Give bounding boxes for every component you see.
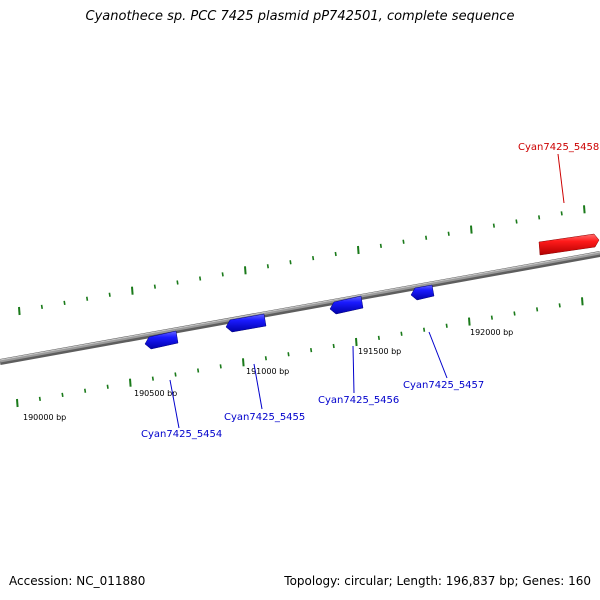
minor-tick	[515, 219, 518, 224]
gene-label-cyan7425-5454[interactable]: Cyan7425_5454	[141, 429, 222, 440]
tick-label-190000: 190000 bp	[23, 413, 66, 422]
minor-tick	[153, 284, 156, 289]
minor-tick	[174, 372, 177, 377]
minor-tick	[84, 388, 87, 393]
minor-tick	[334, 251, 337, 257]
minor-tick	[289, 260, 292, 265]
tick-label-190500: 190500 bp	[134, 389, 177, 398]
minor-tick	[400, 331, 403, 336]
gene-block-cyan7425-5455[interactable]	[225, 313, 267, 333]
minor-tick	[423, 327, 426, 332]
minor-tick	[61, 392, 64, 398]
minor-tick	[402, 239, 405, 244]
leader-line-5458	[557, 153, 565, 204]
leader-line-5455	[253, 363, 263, 410]
minor-tick	[221, 272, 224, 277]
minor-tick	[197, 368, 200, 373]
gene-block-cyan7425-5454[interactable]	[144, 330, 179, 350]
leader-line-5456	[352, 345, 355, 394]
minor-tick	[151, 376, 154, 381]
leader-line-5454	[169, 379, 180, 429]
major-tick	[581, 297, 584, 306]
minor-tick	[560, 211, 563, 216]
minor-tick	[492, 223, 495, 228]
minor-tick	[287, 352, 290, 357]
minor-tick	[40, 304, 43, 310]
minor-tick	[219, 364, 222, 369]
minor-tick	[264, 356, 267, 361]
plasmid-backbone	[0, 251, 600, 365]
gene-block-cyan7425-5457[interactable]	[410, 284, 435, 301]
minor-tick	[106, 384, 109, 389]
minor-tick	[425, 235, 428, 240]
minor-tick	[536, 307, 539, 312]
major-tick	[468, 317, 471, 326]
minor-tick	[558, 303, 561, 308]
minor-tick	[63, 300, 66, 306]
accession-text: Accession: NC_011880	[9, 574, 146, 588]
outer-tick-track	[18, 205, 586, 316]
gene-label-cyan7425-5457[interactable]: Cyan7425_5457	[403, 380, 484, 391]
minor-tick	[176, 280, 179, 285]
minor-tick	[538, 215, 541, 220]
minor-tick	[86, 296, 89, 301]
gene-label-cyan7425-5456[interactable]: Cyan7425_5456	[318, 395, 399, 406]
topology-text: Topology: circular; Length: 196,837 bp; …	[284, 574, 591, 588]
minor-tick	[445, 323, 448, 328]
major-tick	[583, 205, 586, 214]
gene-label-cyan7425-5458[interactable]: Cyan7425_5458	[518, 142, 599, 153]
major-tick	[355, 337, 358, 347]
major-tick	[18, 306, 21, 316]
tick-label-191500: 191500 bp	[358, 347, 401, 356]
minor-tick	[310, 347, 313, 353]
gene-label-cyan7425-5455[interactable]: Cyan7425_5455	[224, 412, 305, 423]
minor-tick	[490, 315, 493, 320]
minor-tick	[312, 255, 315, 261]
major-tick	[131, 286, 134, 295]
minor-tick	[266, 264, 269, 269]
minor-tick	[199, 276, 202, 281]
major-tick	[242, 358, 245, 367]
minor-tick	[332, 343, 335, 349]
tick-label-192000: 192000 bp	[470, 328, 513, 337]
minor-tick	[38, 396, 41, 402]
major-tick	[16, 398, 19, 408]
minor-tick	[377, 335, 380, 341]
major-tick	[470, 225, 473, 234]
major-tick	[357, 245, 360, 255]
map-title: Cyanothece sp. PCC 7425 plasmid pP742501…	[85, 9, 515, 24]
minor-tick	[108, 292, 111, 297]
leader-line-5457	[428, 331, 448, 379]
minor-tick	[447, 231, 450, 236]
gene-block-cyan7425-5456[interactable]	[329, 295, 364, 315]
minor-tick	[379, 243, 382, 249]
minor-tick	[513, 311, 516, 316]
inner-tick-track	[16, 297, 584, 408]
major-tick	[129, 378, 132, 387]
gene-block-cyan7425-5458[interactable]	[538, 233, 600, 256]
major-tick	[244, 266, 247, 275]
tick-label-191000: 191000 bp	[246, 367, 289, 376]
